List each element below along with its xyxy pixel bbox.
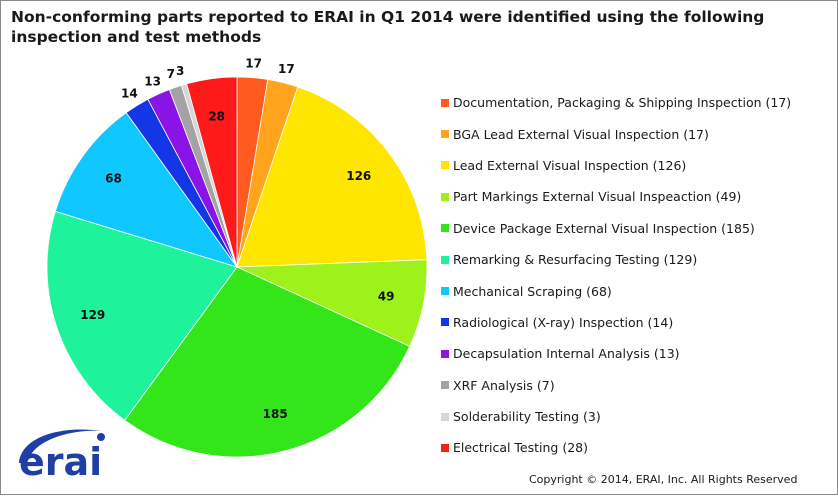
pie-label-4: 185 xyxy=(263,407,288,421)
legend-swatch-2 xyxy=(441,161,449,170)
legend-item-3: Part Markings External Visual Inspeactio… xyxy=(441,181,791,212)
legend-label-9: XRF Analysis (7) xyxy=(453,377,555,393)
legend-item-11: Electrical Testing (28) xyxy=(441,432,791,463)
legend-label-8: Decapsulation Internal Analysis (13) xyxy=(453,346,680,362)
legend-item-6: Mechanical Scraping (68) xyxy=(441,275,791,306)
legend-label-4: Device Package External Visual Inspectio… xyxy=(453,220,755,236)
svg-text:erai: erai xyxy=(19,440,102,483)
legend-item-9: XRF Analysis (7) xyxy=(441,370,791,401)
legend-swatch-10 xyxy=(441,412,449,421)
legend-swatch-4 xyxy=(441,224,449,233)
erai-logo: erai xyxy=(19,429,105,483)
legend-label-10: Solderability Testing (3) xyxy=(453,409,601,425)
pie-label-2: 126 xyxy=(346,169,371,183)
pie-label-9: 7 xyxy=(167,67,175,81)
pie-label-8: 13 xyxy=(144,74,161,88)
chart-title: Non-conforming parts reported to ERAI in… xyxy=(11,8,765,46)
pie-label-11: 28 xyxy=(208,109,225,123)
legend-item-10: Solderability Testing (3) xyxy=(441,401,791,432)
legend-label-11: Electrical Testing (28) xyxy=(453,440,589,456)
legend-swatch-9 xyxy=(441,381,449,390)
legend-item-1: BGA Lead External Visual Inspection (17) xyxy=(441,118,791,149)
legend-item-0: Documentation, Packaging & Shipping Insp… xyxy=(441,87,791,118)
legend-item-5: Remarking & Resurfacing Testing (129) xyxy=(441,244,791,275)
pie-label-6: 68 xyxy=(105,171,122,185)
legend-swatch-11 xyxy=(441,443,449,452)
legend-label-0: Documentation, Packaging & Shipping Insp… xyxy=(453,95,792,111)
pie-slice-4 xyxy=(124,266,411,458)
legend-swatch-7 xyxy=(441,318,449,327)
legend-swatch-5 xyxy=(441,255,449,264)
legend-label-5: Remarking & Resurfacing Testing (129) xyxy=(453,252,698,268)
pie-label-10: 3 xyxy=(176,64,184,78)
legend-item-4: Device Package External Visual Inspectio… xyxy=(441,213,791,244)
legend-label-7: Radiological (X-ray) Inspection (14) xyxy=(453,314,674,330)
legend-swatch-6 xyxy=(441,287,449,296)
legend-label-1: BGA Lead External Visual Inspection (17) xyxy=(453,126,709,142)
pie-label-0: 17 xyxy=(245,57,262,71)
legend-swatch-0 xyxy=(441,98,449,107)
chart-legend: Documentation, Packaging & Shipping Insp… xyxy=(441,87,791,464)
legend-swatch-1 xyxy=(441,130,449,139)
copyright-text: Copyright © 2014, ERAI, Inc. All Rights … xyxy=(529,473,798,486)
legend-swatch-8 xyxy=(441,349,449,358)
legend-item-8: Decapsulation Internal Analysis (13) xyxy=(441,338,791,369)
pie-label-3: 49 xyxy=(378,290,395,304)
legend-label-3: Part Markings External Visual Inspeactio… xyxy=(453,189,742,205)
pie-slice-2 xyxy=(236,86,428,268)
legend-swatch-3 xyxy=(441,192,449,201)
legend-item-7: Radiological (X-ray) Inspection (14) xyxy=(441,307,791,338)
pie-label-7: 14 xyxy=(121,87,138,101)
pie-slice-6 xyxy=(54,112,239,268)
pie-label-5: 129 xyxy=(80,308,105,322)
legend-item-2: Lead External Visual Inspection (126) xyxy=(441,150,791,181)
pie-slice-11 xyxy=(186,76,238,268)
pie-label-1: 17 xyxy=(278,62,295,76)
legend-label-2: Lead External Visual Inspection (126) xyxy=(453,157,687,173)
legend-label-6: Mechanical Scraping (68) xyxy=(453,283,612,299)
pie-slice-5 xyxy=(46,210,238,421)
